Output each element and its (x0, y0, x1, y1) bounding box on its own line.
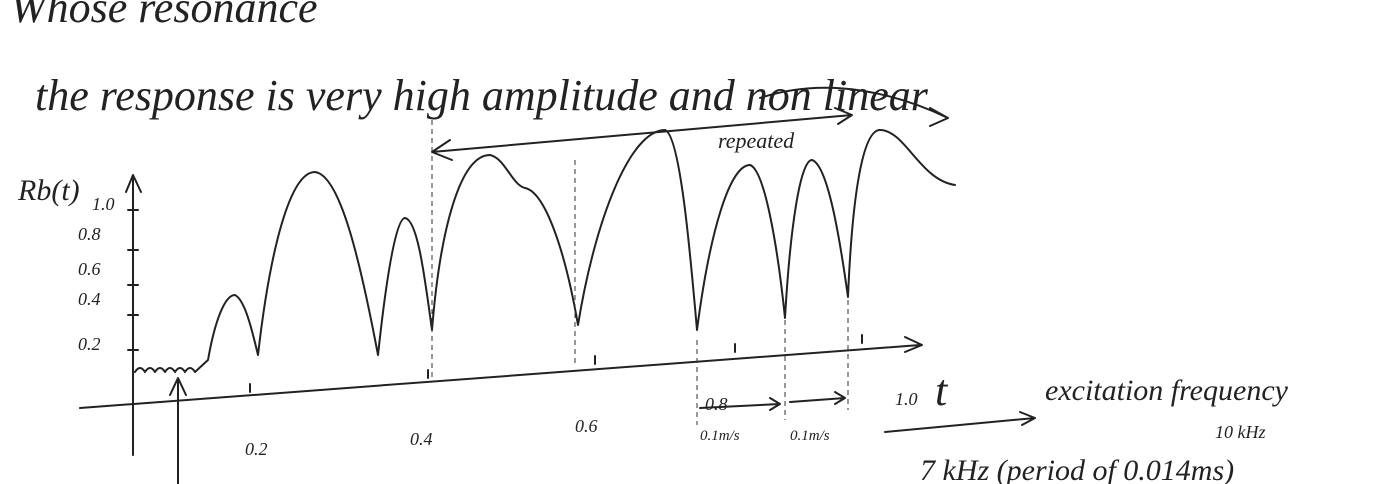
excitation-value: 10 kHz (1215, 422, 1266, 442)
x-axis (79, 336, 923, 409)
repeated-arrow (431, 107, 853, 161)
top-line: Whose resonance (10, 0, 318, 32)
repeated-label: repeated (718, 128, 795, 153)
y-tick-label: 0.4 (78, 289, 101, 309)
x-axis-label: t (935, 366, 949, 415)
x-tick-label: 1.0 (895, 389, 918, 409)
excitation-label: excitation frequency (1045, 374, 1289, 407)
y-axis-label: Rb(t) (17, 174, 80, 207)
x-tick-label: 0.4 (410, 429, 433, 449)
bottom-line: 7 kHz (period of 0.014ms) (920, 454, 1234, 484)
guide-lines (431, 120, 849, 425)
y-tick-label: 0.6 (78, 259, 101, 279)
y-tick-label: 0.8 (78, 224, 101, 244)
start-pointer (169, 377, 187, 484)
excitation-arrow (884, 411, 1036, 433)
x-tick-label: 0.8 (705, 394, 728, 414)
y-tick-label: 0.2 (78, 334, 101, 354)
response-curve (134, 129, 956, 373)
x-tick-label: 0.6 (575, 416, 598, 436)
interval-label: 0.1m/s (700, 428, 740, 444)
y-tick-marks (127, 209, 139, 351)
interval-label: 0.1m/s (790, 428, 830, 444)
continuation-arrow (759, 86, 949, 127)
response-line: the response is very high amplitude and … (35, 71, 929, 120)
interval-arrows (699, 391, 846, 411)
x-tick-label: 0.2 (245, 439, 268, 459)
y-axis (125, 174, 142, 456)
y-tick-label: 1.0 (92, 194, 115, 214)
x-tick-marks (249, 334, 863, 393)
